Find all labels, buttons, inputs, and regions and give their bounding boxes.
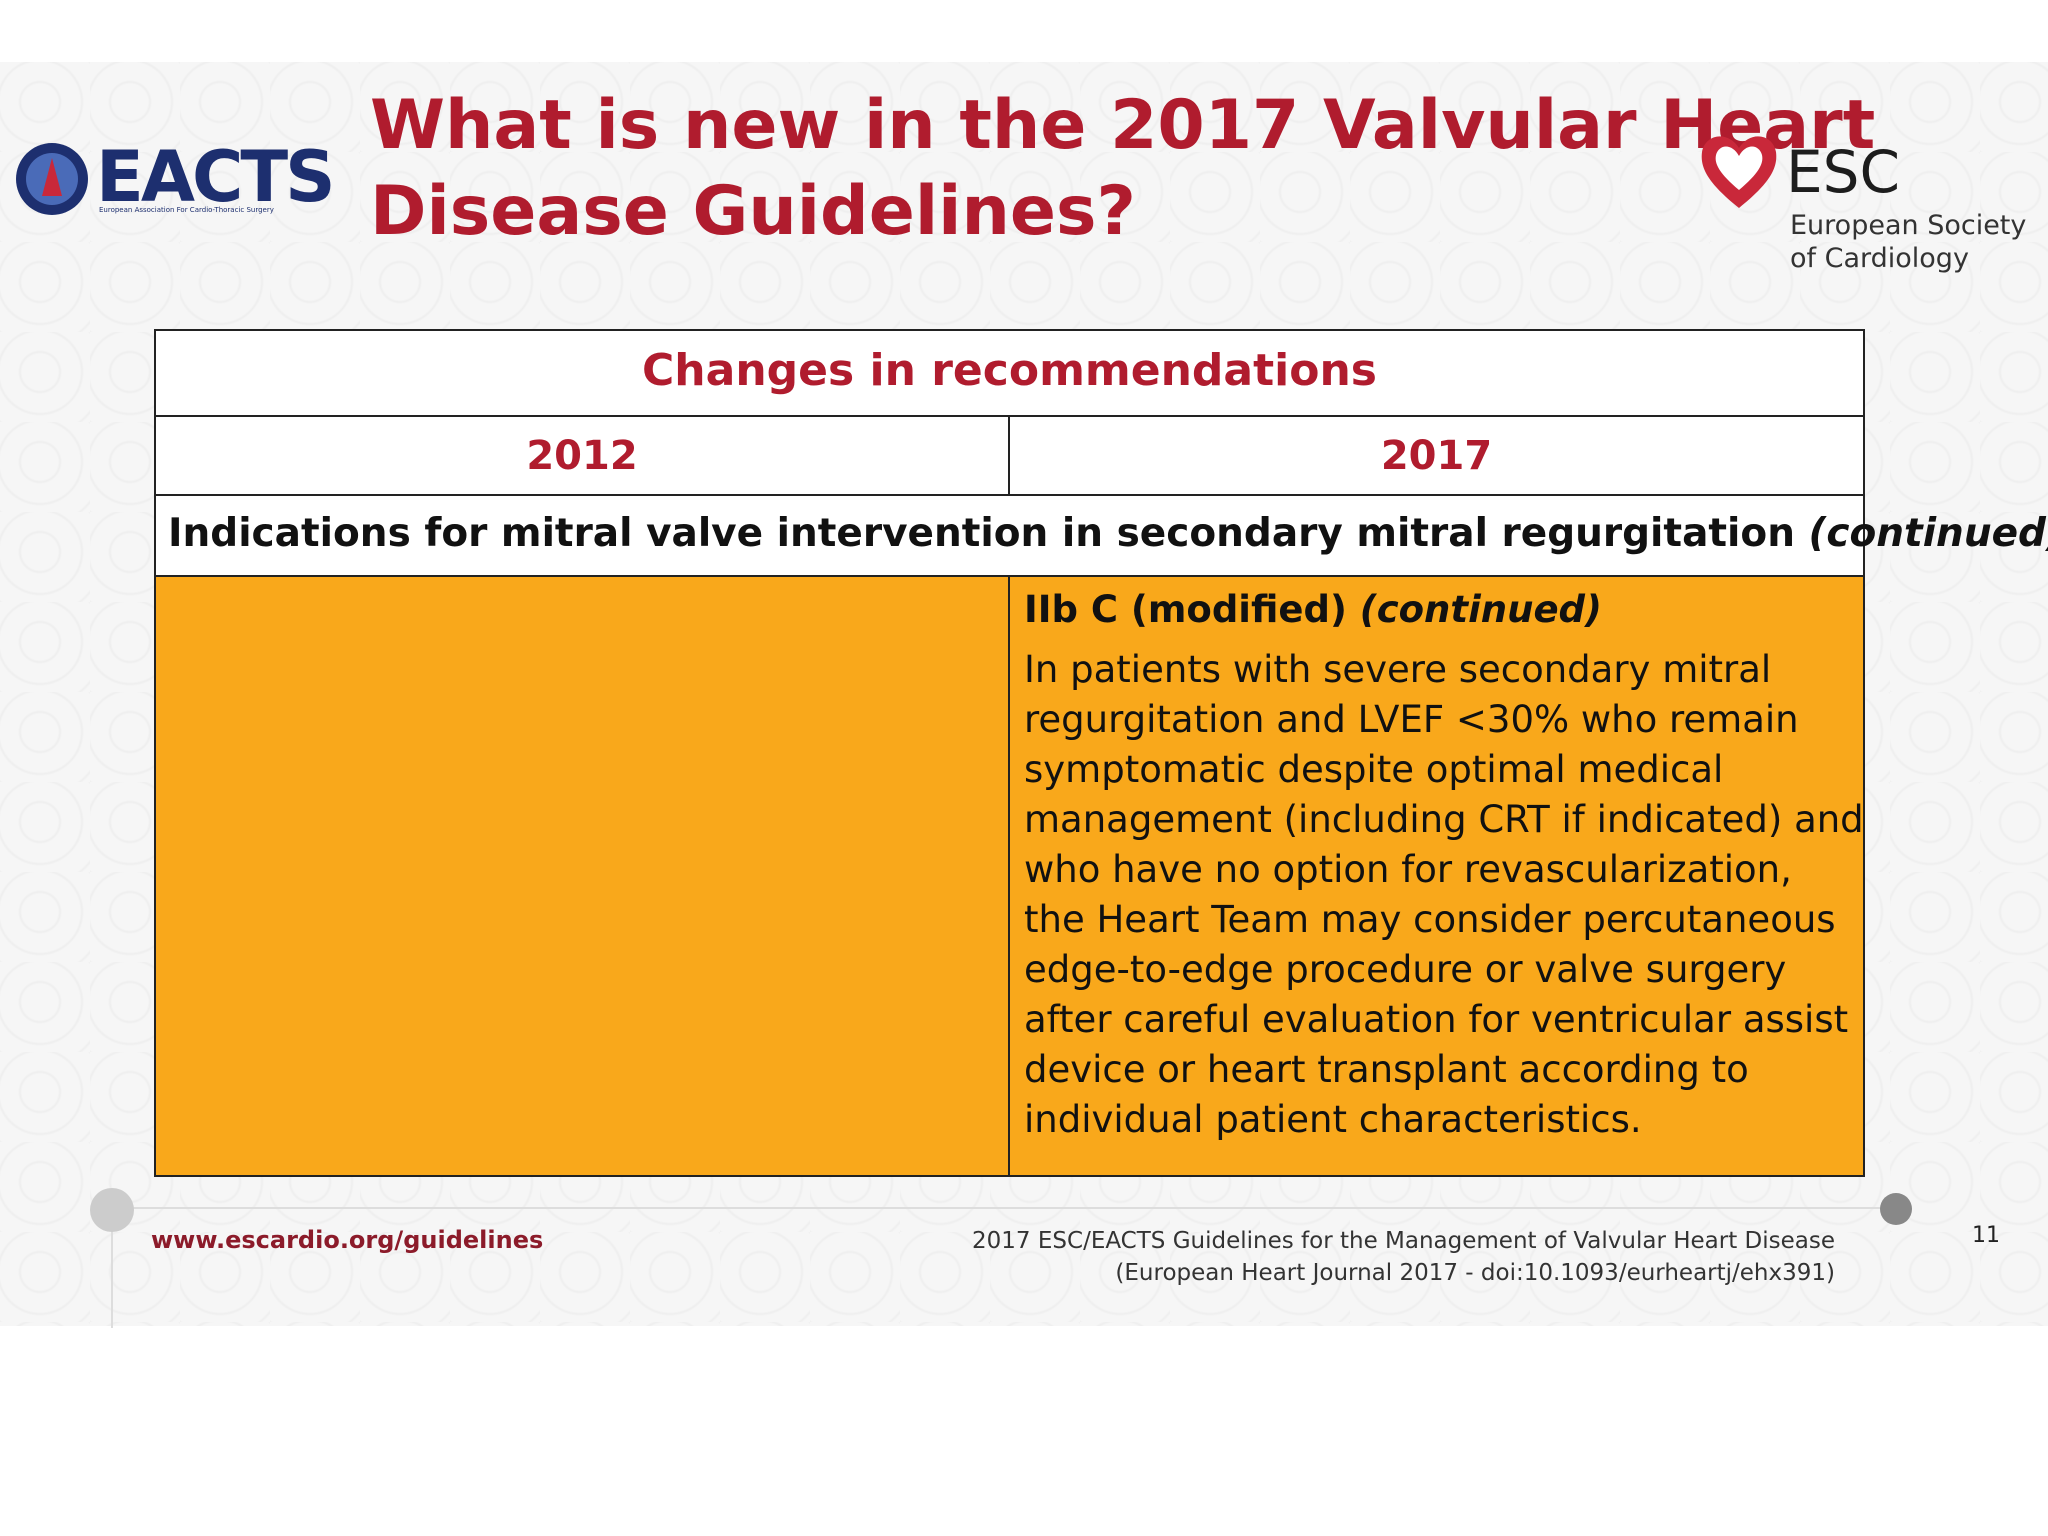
recommendation-class: IIb C (modified) (continued)	[1024, 588, 1602, 631]
esc-subtitle: of Cardiology	[1790, 243, 1969, 274]
footer-url: www.escardio.org/guidelines	[151, 1226, 544, 1254]
eacts-subtitle: European Association For Cardio-Thoracic…	[99, 206, 274, 214]
title-line: Disease Guidelines?	[370, 172, 1136, 251]
section-title: Indications for mitral valve interventio…	[168, 511, 2048, 556]
esc-heart	[1701, 136, 1777, 208]
text-line: after careful evaluation for ventricular…	[1024, 998, 1849, 1041]
esc-subtitle: European Society	[1790, 210, 2027, 241]
footer-decoration	[90, 1188, 1912, 1328]
footer-citation: 2017 ESC/EACTS Guidelines for the Manage…	[972, 1228, 1835, 1254]
title-line: What is new in the 2017 Valvular Heart	[370, 86, 1876, 165]
text-line: symptomatic despite optimal medical	[1024, 748, 1724, 791]
text-line: regurgitation and LVEF <30% who remain	[1024, 698, 1799, 741]
section-cell	[154, 494, 1865, 577]
section-note: (continued)	[1808, 511, 2048, 556]
text-line: In patients with severe secondary mitral	[1024, 648, 1772, 691]
text-line: the Heart Team may consider percutaneous	[1024, 898, 1836, 941]
esc-name: ESC	[1786, 138, 1900, 206]
text-line: device or heart transplant according to	[1024, 1048, 1749, 1091]
footer-citation: (European Heart Journal 2017 - doi:10.10…	[1115, 1260, 1835, 1286]
class-text: IIb C (modified)	[1024, 588, 1347, 631]
body-cell	[1008, 575, 1865, 1177]
page-number: 11	[1972, 1223, 2000, 1248]
header-cell	[154, 415, 1010, 496]
eacts-emblem	[16, 143, 88, 215]
body-cell	[154, 575, 1010, 1177]
eacts-name: EACTS	[96, 136, 336, 218]
column-header: 2012	[526, 433, 638, 479]
class-note: (continued)	[1359, 588, 1602, 631]
text-line: individual patient characteristics.	[1024, 1098, 1642, 1141]
column-header: 2017	[1380, 433, 1493, 479]
section-text: Indications for mitral valve interventio…	[168, 511, 1795, 556]
text-line: who have no option for revascularization…	[1024, 848, 1792, 891]
text-line: management (including CRT if indicated) …	[1024, 798, 1864, 841]
table-caption: Changes in recommendations	[642, 345, 1377, 396]
text-line: edge-to-edge procedure or valve surgery	[1024, 948, 1787, 991]
caption-cell	[154, 329, 1865, 417]
